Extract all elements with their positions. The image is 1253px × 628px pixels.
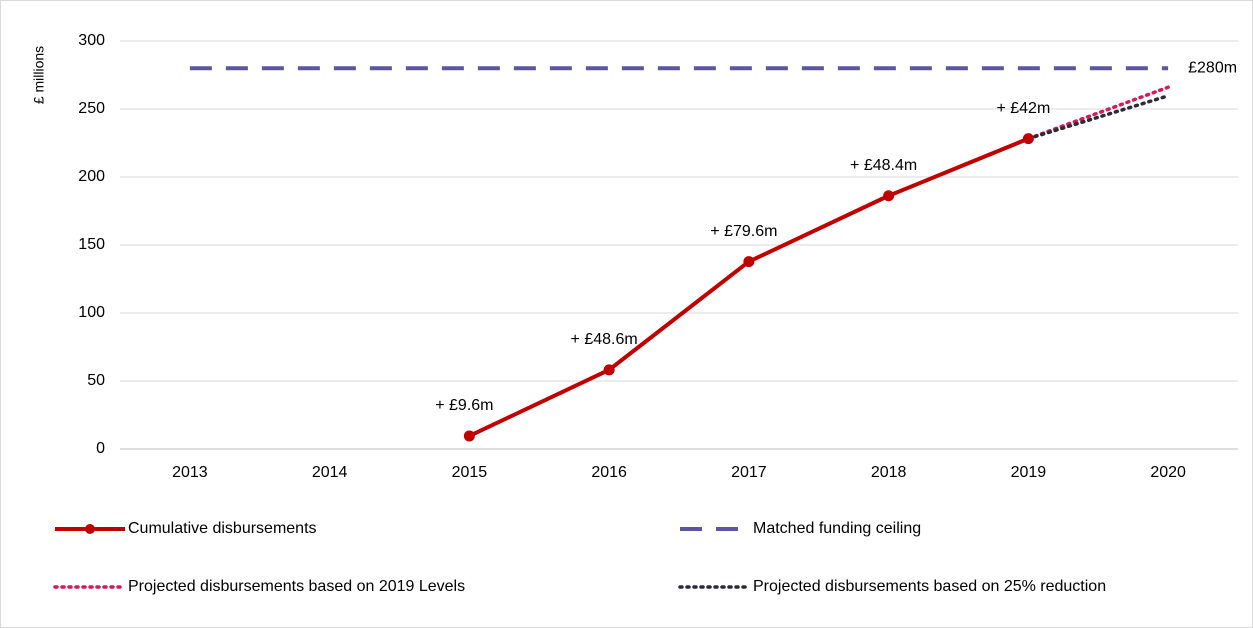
x-tick-label: 2019 — [1011, 464, 1047, 481]
point-annotation: + £9.6m — [435, 397, 493, 414]
y-tick-label: 300 — [78, 32, 105, 49]
x-tick-label: 2020 — [1150, 464, 1186, 481]
point-marker — [603, 364, 615, 376]
x-tick-label: 2014 — [312, 464, 348, 481]
value-label: £280m — [1188, 59, 1237, 76]
x-tick-label: 2016 — [591, 464, 627, 481]
x-tick-label: 2018 — [871, 464, 907, 481]
point-annotation: + £79.6m — [710, 223, 777, 240]
legend-label: Projected disbursements based on 2019 Le… — [128, 578, 465, 595]
series-line — [1026, 94, 1170, 141]
point-marker — [883, 190, 895, 202]
y-tick-label: 250 — [78, 100, 105, 117]
x-tick-label: 2015 — [452, 464, 488, 481]
y-axis-label: £ millions — [31, 46, 47, 104]
y-tick-label: 200 — [78, 168, 105, 185]
y-tick-label: 150 — [78, 236, 105, 253]
y-tick-label: 0 — [96, 440, 105, 457]
legend-label: Projected disbursements based on 25% red… — [753, 578, 1106, 595]
point-marker — [743, 256, 755, 268]
x-tick-label: 2017 — [731, 464, 767, 481]
point-marker — [1022, 133, 1034, 145]
legend-marker — [85, 524, 95, 534]
x-tick-label: 2013 — [172, 464, 208, 481]
y-tick-label: 100 — [78, 304, 105, 321]
y-tick-label: 50 — [87, 372, 105, 389]
legend-label: Cumulative disbursements — [128, 520, 317, 537]
point-annotation: + £42m — [996, 100, 1050, 117]
legend-label: Matched funding ceiling — [753, 520, 921, 537]
point-marker — [463, 430, 475, 442]
point-annotation: + £48.6m — [571, 331, 638, 348]
point-annotation: + £48.4m — [850, 157, 917, 174]
